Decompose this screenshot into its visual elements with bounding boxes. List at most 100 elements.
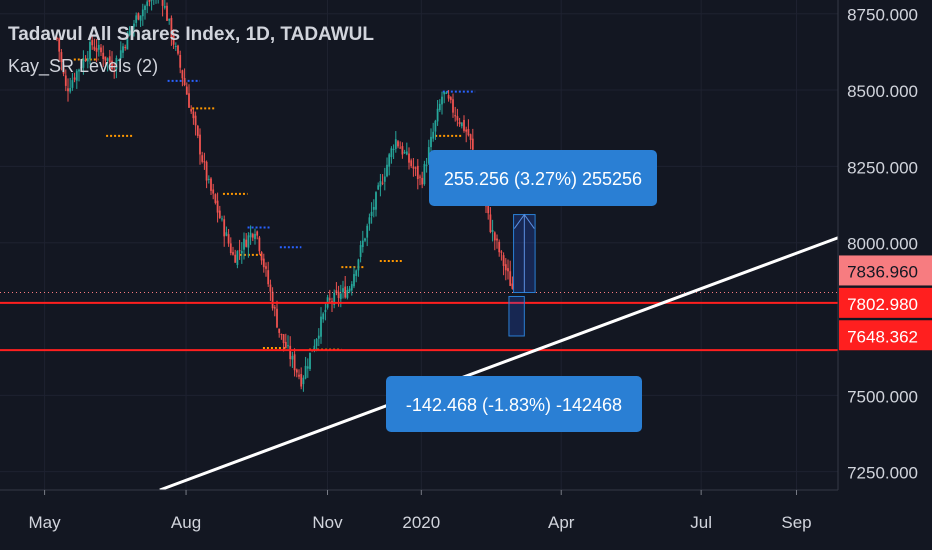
- price-badge-bg: [839, 320, 932, 351]
- candle-body: [227, 234, 230, 244]
- candle-body: [276, 308, 278, 328]
- candle-body: [240, 251, 243, 254]
- candle-body: [133, 23, 135, 27]
- price-badge[interactable]: 7648.362: [839, 320, 932, 351]
- candle-body: [210, 178, 212, 191]
- candle-body: [383, 176, 386, 182]
- candle-body: [315, 339, 318, 346]
- candle-body: [236, 251, 239, 265]
- candle-body: [386, 164, 388, 177]
- horizontal-levels[interactable]: [0, 291, 838, 352]
- candle-body: [172, 35, 175, 45]
- measure-label-up[interactable]: 255.256 (3.27%) 255256: [429, 150, 657, 206]
- candle-body: [117, 60, 120, 62]
- candle-body: [218, 210, 221, 219]
- candle-body: [298, 374, 300, 377]
- candle-body: [60, 52, 63, 63]
- measure-label-text: 255.256 (3.27%) 255256: [444, 169, 642, 189]
- candle-body: [166, 5, 168, 21]
- candle-body: [249, 232, 252, 238]
- candle-body: [463, 119, 465, 131]
- symbol-title[interactable]: Tadawul All Shares Index, 1D, TADAWUL: [8, 24, 374, 45]
- candle-body: [456, 116, 459, 121]
- candle-body: [333, 292, 336, 305]
- candle-body: [465, 129, 468, 132]
- candle-body: [273, 307, 276, 309]
- measure-label-box[interactable]: [429, 150, 657, 206]
- price-badge-label: 7802.980: [847, 295, 918, 314]
- candle-body: [205, 161, 208, 181]
- candle-body: [214, 194, 217, 203]
- candle-body: [436, 108, 439, 122]
- candle-body: [364, 238, 366, 241]
- candle-body: [135, 15, 138, 23]
- price-badge[interactable]: 7802.980: [839, 287, 932, 318]
- candle-body: [339, 293, 342, 300]
- candle-body: [144, 5, 146, 10]
- candle-body: [500, 251, 503, 253]
- candle-body: [295, 369, 298, 373]
- candle-body: [370, 211, 373, 216]
- candle-body: [353, 274, 355, 287]
- candle-body: [309, 352, 311, 370]
- candle-body: [216, 200, 219, 213]
- candle-body: [313, 345, 316, 351]
- candle-body: [84, 59, 87, 61]
- candle-body: [139, 15, 142, 21]
- candle-body: [372, 206, 375, 210]
- candle-body: [260, 252, 263, 261]
- candle-body: [399, 147, 402, 149]
- candle-body: [232, 252, 234, 255]
- candle-body: [432, 131, 435, 139]
- candle-body: [168, 18, 171, 21]
- price-tick-label: 7500.000: [847, 387, 918, 406]
- measure-label-down[interactable]: -142.468 (-1.83%) -142468: [386, 376, 642, 432]
- candle-body: [190, 108, 193, 112]
- candle-body: [397, 141, 399, 147]
- candle-body: [449, 97, 452, 100]
- candle-body: [128, 30, 131, 36]
- candle-body: [146, 1, 149, 6]
- candle-body: [507, 268, 509, 272]
- candle-body: [234, 254, 237, 263]
- candle-body: [368, 217, 371, 224]
- candle-body: [199, 134, 201, 155]
- candle-body: [366, 225, 369, 238]
- candle-body: [291, 355, 294, 360]
- candle-body: [346, 290, 349, 298]
- measure-tools[interactable]: 255.256 (3.27%) 255256 -142.468 (-1.83%) …: [386, 150, 657, 432]
- arrow-up-icon: [513, 213, 535, 229]
- candle-body: [102, 52, 105, 60]
- candle-body: [56, 38, 58, 40]
- candle-body: [469, 134, 472, 140]
- price-badge-bg: [839, 255, 932, 286]
- candle-body: [124, 47, 127, 49]
- time-axis[interactable]: May Aug Nov 2020 Apr Jul Sep: [0, 489, 838, 550]
- candle-body: [445, 92, 448, 94]
- price-axis[interactable]: 7250.000 7500.000 8000.000 8250.000 8500.000…: [837, 0, 932, 550]
- candle-body: [100, 47, 102, 53]
- candle-body: [302, 377, 305, 385]
- candle-body: [97, 44, 100, 50]
- indicator-label[interactable]: Kay_SR Levels (2): [8, 56, 159, 76]
- candle-body: [163, 5, 166, 8]
- price-tick-label: 8500.000: [847, 82, 918, 101]
- trendline-segment[interactable]: [159, 235, 842, 492]
- candle-body: [223, 219, 226, 237]
- candle-body: [106, 58, 109, 61]
- measure-label-box[interactable]: [386, 376, 642, 432]
- candle-body: [412, 166, 415, 169]
- price-badge-bg: [839, 287, 932, 318]
- price-badge[interactable]: 7836.960: [839, 255, 932, 286]
- candle-body: [342, 288, 344, 293]
- trendline[interactable]: [159, 235, 842, 492]
- candle-body: [401, 146, 404, 155]
- candle-body: [80, 67, 83, 69]
- candle-body: [408, 153, 410, 163]
- time-tick-label: Sep: [781, 513, 811, 532]
- candle-body: [207, 178, 210, 180]
- measure-range-down[interactable]: [508, 295, 525, 337]
- candle-body: [379, 181, 382, 187]
- candle-body: [471, 138, 474, 150]
